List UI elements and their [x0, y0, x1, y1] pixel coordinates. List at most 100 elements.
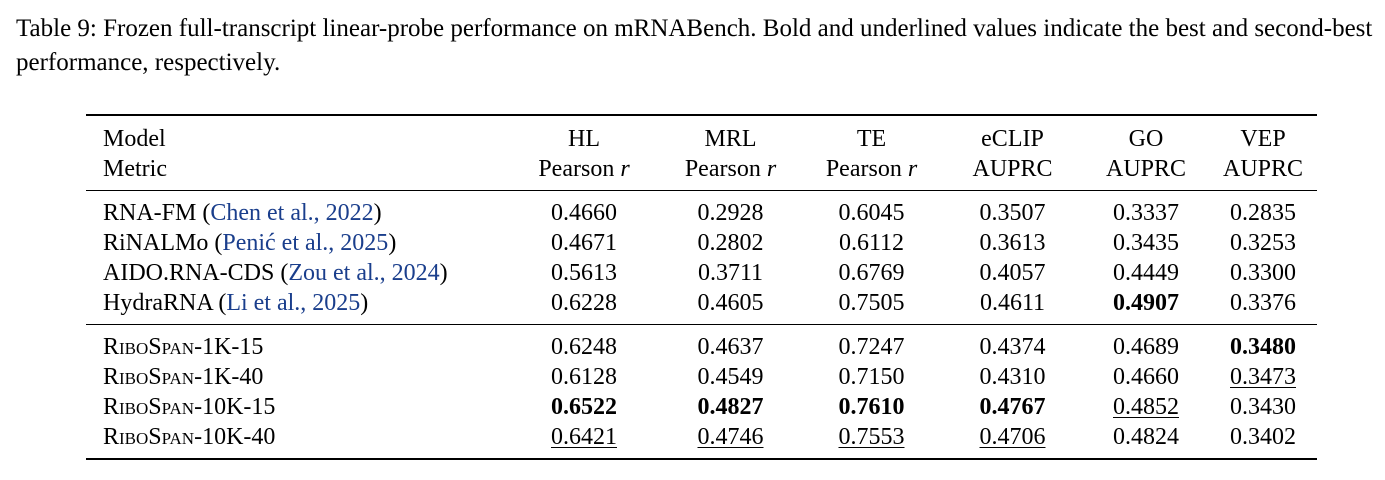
cell-te: 0.6045 [838, 200, 905, 226]
citation-link[interactable]: Li et al., 2025 [226, 290, 361, 316]
cell-eclip: 0.4057 [979, 260, 1046, 286]
metric-eclip: AUPRC [942, 154, 1083, 191]
cell-te: 0.7610 [801, 392, 942, 422]
cell-hl: 0.4671 [551, 230, 617, 256]
metric-hl: Pearson r [508, 154, 660, 191]
cell-vep: 0.3300 [1230, 260, 1296, 286]
cite-paren: ) [373, 200, 382, 226]
model-label: AIDO.RNA-CDS [103, 260, 275, 286]
metric-go: AUPRC [1083, 154, 1209, 191]
second-best-value: 0.6421 [551, 424, 617, 450]
header-metric: Metric [86, 154, 508, 191]
table-row: RiboSpan-10K-15 0.6522 0.4827 0.7610 0.4… [86, 392, 1317, 422]
second-best-value: 0.4852 [1113, 394, 1179, 420]
model-name: RiboSpan-10K-40 [86, 422, 508, 460]
best-value: 0.3480 [1230, 334, 1296, 360]
cell-go: 0.4689 [1113, 334, 1179, 360]
best-value: 0.4827 [697, 394, 764, 420]
citation-link[interactable]: Chen et al., 2022 [210, 200, 374, 226]
header-eclip: eCLIP [942, 114, 1083, 154]
cell-eclip: 0.4706 [942, 422, 1083, 460]
metric-te-symbol: r [907, 156, 918, 182]
metric-vep: AUPRC [1209, 154, 1317, 191]
cite-paren: ) [360, 290, 369, 316]
table-row: RiboSpan-1K-40 0.6128 0.4549 0.7150 0.43… [86, 362, 1317, 392]
cell-hl: 0.6421 [508, 422, 660, 460]
cite-paren: ( [214, 230, 223, 256]
cite-paren: ) [388, 230, 397, 256]
cell-mrl: 0.4827 [660, 392, 801, 422]
cell-mrl: 0.3711 [697, 260, 764, 286]
cell-hl: 0.5613 [551, 260, 617, 286]
model-name: AIDO.RNA-CDS (Zou et al., 2024) [86, 258, 508, 288]
cell-hl: 0.6248 [551, 334, 617, 360]
cell-go: 0.3337 [1113, 200, 1179, 226]
cell-vep: 0.3430 [1230, 394, 1296, 420]
model-name: RiboSpan-1K-15 [103, 334, 264, 360]
second-best-value: 0.4706 [979, 424, 1046, 450]
cell-eclip: 0.4767 [942, 392, 1083, 422]
cell-eclip: 0.3507 [979, 200, 1046, 226]
cell-hl: 0.6128 [551, 364, 617, 390]
model-label: RNA-FM [103, 200, 197, 226]
table-row: RiNALMo (Penić et al., 2025) 0.4671 0.28… [86, 228, 1317, 258]
table-row: RiboSpan-10K-40 0.6421 0.4746 0.7553 0.4… [86, 422, 1317, 460]
model-name: RiboSpan-1K-40 [103, 364, 264, 390]
cell-hl: 0.6228 [508, 288, 660, 325]
cell-mrl: 0.4746 [660, 422, 801, 460]
cell-go: 0.4660 [1113, 364, 1179, 390]
cell-vep: 0.3473 [1209, 362, 1317, 392]
header-row-metrics: Metric Pearson r Pearson r Pearson r AUP… [86, 154, 1317, 191]
cite-paren: ( [202, 200, 211, 226]
table-row: RiboSpan-1K-15 0.6248 0.4637 0.7247 0.43… [86, 325, 1317, 363]
cell-eclip: 0.3613 [979, 230, 1046, 256]
cell-te: 0.6769 [838, 260, 905, 286]
header-model: Model [86, 114, 508, 154]
cite-paren: ( [280, 260, 289, 286]
model-name: HydraRNA (Li et al., 2025) [86, 288, 508, 325]
citation-link[interactable]: Zou et al., 2024 [288, 260, 440, 286]
results-table: Model HL MRL TE eCLIP GO VEP Metric Pear… [86, 114, 1317, 460]
header-row-tasks: Model HL MRL TE eCLIP GO VEP [86, 114, 1317, 154]
best-value: 0.6522 [551, 394, 617, 420]
cell-mrl: 0.2928 [697, 200, 764, 226]
table-row: HydraRNA (Li et al., 2025) 0.6228 0.4605… [86, 288, 1317, 325]
metric-te-name: Pearson [825, 156, 902, 182]
cell-go: 0.3435 [1113, 230, 1179, 256]
model-label: RiNALMo [103, 230, 209, 256]
citation-link[interactable]: Penić et al., 2025 [222, 230, 389, 256]
cite-paren: ( [218, 290, 227, 316]
cell-mrl: 0.4637 [697, 334, 764, 360]
second-best-value: 0.3473 [1230, 364, 1296, 390]
header-mrl: MRL [660, 114, 801, 154]
second-best-value: 0.4746 [697, 424, 764, 450]
cell-vep: 0.3376 [1209, 288, 1317, 325]
cell-te: 0.6112 [838, 230, 905, 256]
cell-mrl: 0.2802 [697, 230, 764, 256]
table-caption: Table 9: Frozen full-transcript linear-p… [16, 15, 1373, 76]
metric-te: Pearson r [801, 154, 942, 191]
metric-mrl: Pearson r [660, 154, 801, 191]
cell-go: 0.4852 [1083, 392, 1209, 422]
cell-hl: 0.6522 [508, 392, 660, 422]
cell-vep: 0.3253 [1230, 230, 1296, 256]
cite-paren: ) [439, 260, 448, 286]
cell-te: 0.7247 [838, 334, 905, 360]
cell-go: 0.4824 [1083, 422, 1209, 460]
metric-mrl-name: Pearson [684, 156, 761, 182]
results-table-container: Model HL MRL TE eCLIP GO VEP Metric Pear… [86, 114, 1317, 460]
header-go: GO [1083, 114, 1209, 154]
best-value: 0.4907 [1113, 290, 1179, 316]
header-vep: VEP [1209, 114, 1317, 154]
model-label: HydraRNA [103, 290, 213, 316]
model-name: RNA-FM (Chen et al., 2022) [86, 191, 508, 229]
table-row: AIDO.RNA-CDS (Zou et al., 2024) 0.5613 0… [86, 258, 1317, 288]
table-row: RNA-FM (Chen et al., 2022) 0.4660 0.2928… [86, 191, 1317, 229]
cell-eclip: 0.4310 [979, 364, 1046, 390]
model-name: RiNALMo (Penić et al., 2025) [86, 228, 508, 258]
cell-eclip: 0.4374 [979, 334, 1046, 360]
cell-vep: 0.3480 [1209, 325, 1317, 363]
best-value: 0.4767 [979, 394, 1046, 420]
cell-vep: 0.2835 [1230, 200, 1296, 226]
cell-go: 0.4907 [1083, 288, 1209, 325]
